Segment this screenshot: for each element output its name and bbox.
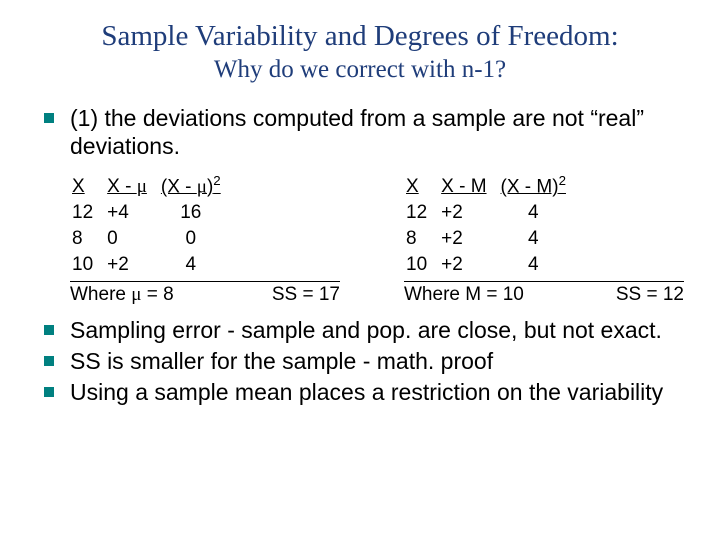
title-block: Sample Variability and Degrees of Freedo… — [36, 18, 684, 86]
cell: 12 — [70, 200, 105, 226]
cell: 4 — [499, 226, 578, 252]
table-row: 10 +2 4 — [404, 252, 578, 279]
tables-row: X X - μ (X - μ)2 12 +4 16 8 0 0 10 +2 4 … — [70, 171, 684, 306]
rule-line — [70, 281, 340, 282]
title-sub: Why do we correct with n-1? — [36, 54, 684, 85]
bullets-lower: Sampling error - sample and pop. are clo… — [36, 316, 684, 406]
tr-h2: X - M — [439, 171, 498, 200]
bullet-2-text: Sampling error - sample and pop. are clo… — [70, 316, 662, 345]
tl-h2: X - μ — [105, 171, 159, 200]
table-row: 8 0 0 — [70, 226, 233, 252]
bullet-1-text: (1) the deviations computed from a sampl… — [70, 104, 684, 162]
table-row: 12 +4 16 — [70, 200, 233, 226]
rule-line — [404, 281, 684, 282]
cell: +2 — [439, 200, 498, 226]
bullet-square-icon — [44, 387, 54, 397]
cell: 16 — [159, 200, 233, 226]
cell: +4 — [105, 200, 159, 226]
bullet-square-icon — [44, 113, 54, 123]
bullet-3-text: SS is smaller for the sample - math. pro… — [70, 347, 493, 376]
bullet-4-text: Using a sample mean places a restriction… — [70, 378, 663, 407]
table-left: X X - μ (X - μ)2 12 +4 16 8 0 0 10 +2 4 … — [70, 171, 340, 306]
table-row: 10 +2 4 — [70, 252, 233, 279]
tl-h1: X — [70, 171, 105, 200]
bullet-4: Using a sample mean places a restriction… — [36, 378, 684, 407]
cell: 4 — [499, 200, 578, 226]
table-right: X X - M (X - M)2 12 +2 4 8 +2 4 10 +2 4 … — [404, 171, 684, 306]
bullet-1: (1) the deviations computed from a sampl… — [36, 104, 684, 162]
cell: 12 — [404, 200, 439, 226]
cell: +2 — [105, 252, 159, 279]
cell: +2 — [439, 252, 498, 279]
cell: 0 — [105, 226, 159, 252]
where-right: Where M = 10 — [404, 284, 524, 306]
cell: 8 — [70, 226, 105, 252]
bullet-square-icon — [44, 356, 54, 366]
cell: 10 — [404, 252, 439, 279]
where-left: Where μ = 8 — [70, 284, 174, 306]
ss-right: SS = 12 — [616, 284, 684, 306]
tl-h3: (X - μ)2 — [159, 171, 233, 200]
cell: 4 — [499, 252, 578, 279]
title-main: Sample Variability and Degrees of Freedo… — [36, 18, 684, 54]
cell: +2 — [439, 226, 498, 252]
tr-h3: (X - M)2 — [499, 171, 578, 200]
cell: 0 — [159, 226, 233, 252]
bullet-2: Sampling error - sample and pop. are clo… — [36, 316, 684, 345]
cell: 10 — [70, 252, 105, 279]
table-row: 8 +2 4 — [404, 226, 578, 252]
table-row: 12 +2 4 — [404, 200, 578, 226]
cell: 4 — [159, 252, 233, 279]
cell: 8 — [404, 226, 439, 252]
bullet-square-icon — [44, 325, 54, 335]
tr-h1: X — [404, 171, 439, 200]
ss-left: SS = 17 — [272, 284, 340, 306]
bullet-3: SS is smaller for the sample - math. pro… — [36, 347, 684, 376]
